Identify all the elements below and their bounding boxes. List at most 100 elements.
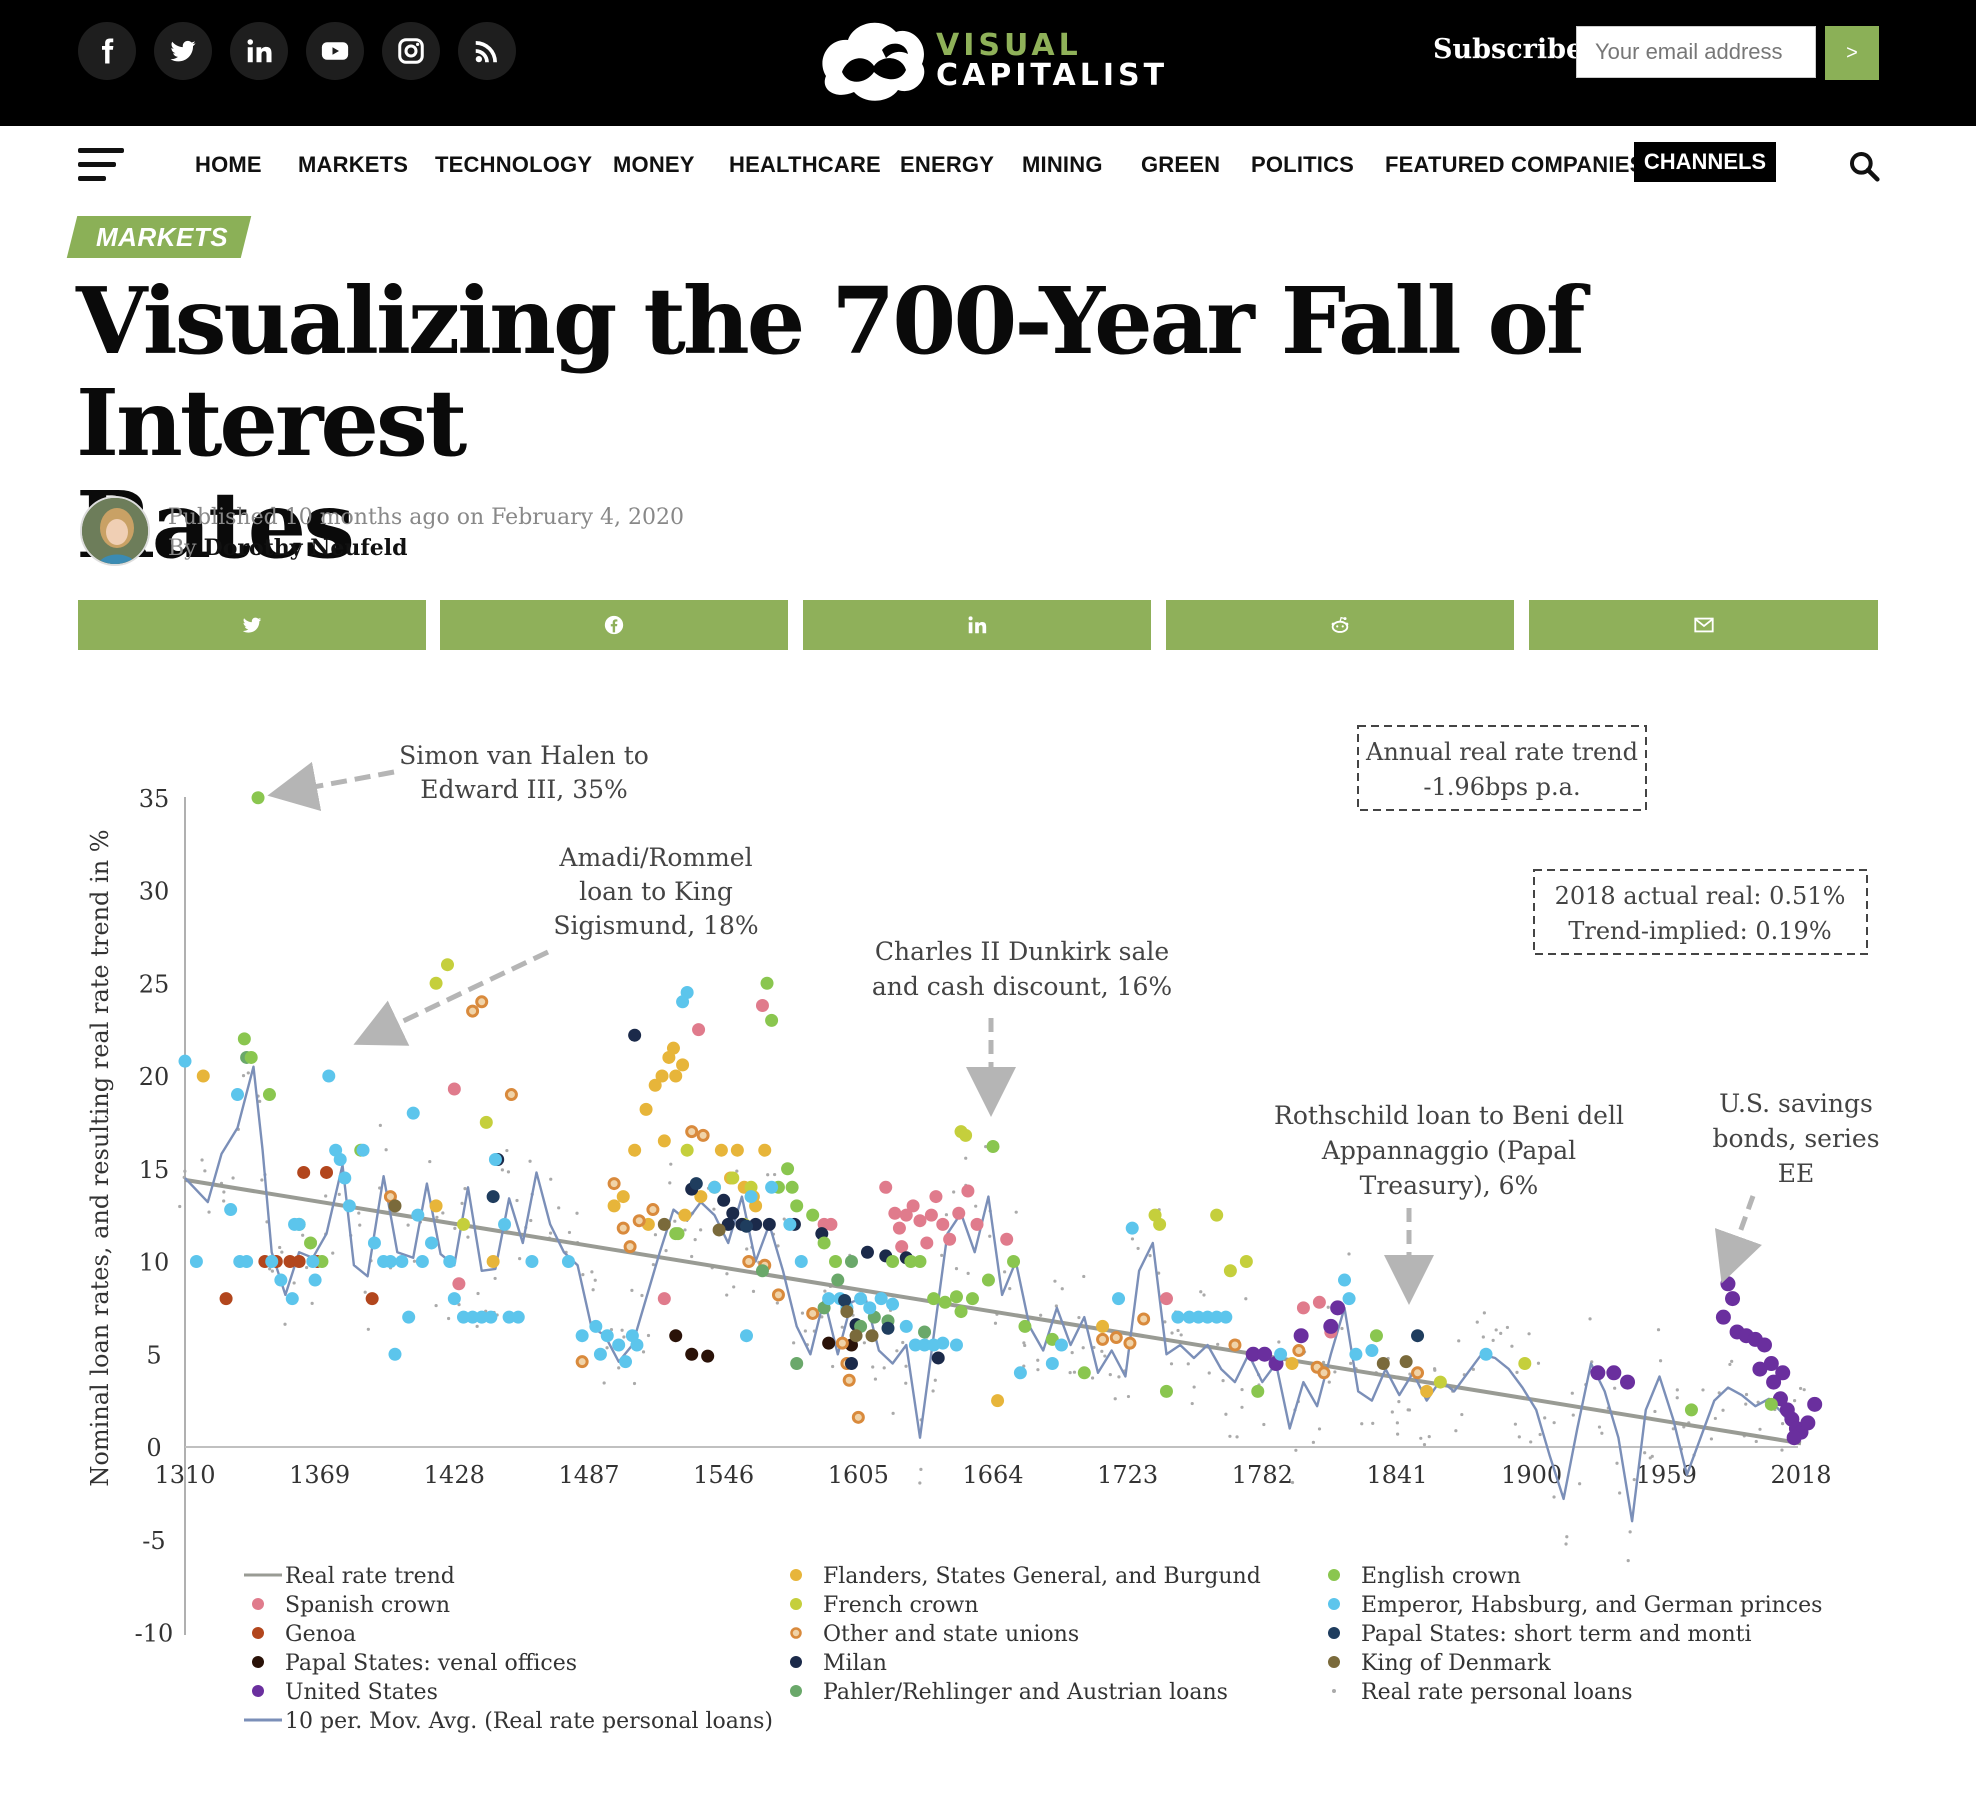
personal-loan-dot (283, 1322, 287, 1326)
data-point (904, 1255, 918, 1268)
youtube-link[interactable] (306, 22, 364, 80)
personal-loan-dot (1082, 1274, 1086, 1279)
personal-loan-dot (1499, 1331, 1503, 1335)
trend-info-line1: Annual real rate trend (1365, 738, 1638, 766)
share-email-button[interactable] (1529, 600, 1878, 650)
data-point (655, 1069, 669, 1083)
personal-loan-dot (1600, 1431, 1604, 1435)
nav-markets[interactable]: MARKETS (298, 152, 409, 177)
personal-loan-dot (1494, 1328, 1498, 1332)
nav-money[interactable]: MONEY (613, 152, 695, 177)
x-tick-label: 1487 (558, 1461, 619, 1489)
data-point (1715, 1309, 1731, 1325)
personal-loan-dot (493, 1276, 497, 1281)
data-point (854, 1292, 868, 1306)
instagram-link[interactable] (382, 22, 440, 80)
personal-loan-dot (1395, 1421, 1399, 1425)
twitter-link[interactable] (154, 22, 212, 80)
personal-loan-dot (1240, 1405, 1244, 1409)
personal-loan-dot (1235, 1435, 1239, 1439)
share-twitter-button[interactable] (78, 600, 426, 650)
data-point (292, 1217, 306, 1231)
actual-info-box: 2018 actual real: 0.51% Trend-implied: 0… (1533, 869, 1868, 955)
nav-politics[interactable]: POLITICS (1251, 152, 1355, 177)
data-point (742, 1255, 756, 1268)
personal-loan-dot (1068, 1371, 1072, 1375)
share-reddit-button[interactable] (1166, 600, 1514, 650)
menu-icon[interactable] (78, 148, 124, 182)
data-point (895, 1240, 909, 1254)
data-point (844, 1357, 858, 1371)
data-point (888, 1206, 902, 1220)
personal-loan-dot (412, 1259, 417, 1263)
personal-loan-dot (447, 1316, 451, 1321)
nav-technology[interactable]: TECHNOLOGY (435, 152, 593, 177)
site-logo[interactable]: VISUAL CAPITALIST (812, 10, 1164, 110)
legend-label: Genoa (285, 1622, 356, 1647)
personal-loan-dot (984, 1145, 988, 1149)
personal-loan-dot (1744, 1392, 1749, 1397)
personal-loan-dot (1347, 1252, 1351, 1256)
personal-loan-dot (1186, 1362, 1190, 1366)
personal-loan-dot (203, 1169, 207, 1173)
data-point (525, 1255, 539, 1268)
personal-loan-dot (1517, 1435, 1521, 1439)
linkedin-link[interactable] (230, 22, 288, 80)
personal-loan-dot (952, 1190, 956, 1194)
data-point (561, 1255, 575, 1268)
data-point (913, 1214, 927, 1228)
data-point (1479, 1347, 1493, 1361)
facebook-link[interactable] (78, 22, 136, 80)
nav-channels[interactable]: CHANNELS (1634, 142, 1776, 182)
data-point (1096, 1332, 1110, 1346)
personal-loan-dot (664, 1249, 668, 1253)
data-point (342, 1199, 356, 1213)
nav-energy[interactable]: ENERGY (900, 152, 995, 177)
data-point (1807, 1396, 1823, 1412)
personal-loan-dot (1036, 1368, 1040, 1372)
nav-healthcare[interactable]: HEALTHCARE (729, 152, 881, 177)
data-point (961, 1184, 975, 1198)
twitter-icon (242, 617, 262, 633)
personal-loan-dot (1457, 1339, 1461, 1343)
logo-text-capitalist: CAPITALIST (936, 58, 1169, 93)
data-point (986, 1139, 1000, 1153)
subscribe-button[interactable]: > (1825, 26, 1879, 80)
logo-icon (822, 22, 925, 101)
personal-loan-dot (1176, 1328, 1180, 1333)
personal-loan-dot (1565, 1535, 1569, 1539)
legend-swatch-dot (252, 1598, 264, 1610)
nav-home[interactable]: HOME (195, 152, 262, 177)
personal-loan-dot (378, 1123, 382, 1127)
data-point (1399, 1355, 1413, 1369)
data-point (817, 1236, 831, 1250)
data-point (388, 1199, 402, 1213)
data-point (712, 1223, 726, 1237)
share-linkedin-button[interactable] (803, 600, 1151, 650)
data-point (575, 1329, 589, 1343)
personal-loan-dot (668, 1181, 672, 1185)
data-point (1096, 1319, 1110, 1333)
author-name[interactable]: Dorothy Neufeld (203, 535, 408, 561)
data-point (1182, 1310, 1196, 1324)
email-input[interactable] (1576, 26, 1816, 78)
author-avatar[interactable] (80, 496, 150, 566)
nav-featured-companies[interactable]: FEATURED COMPANIES (1385, 152, 1645, 177)
data-point (1720, 1276, 1736, 1292)
personal-loan-dot (653, 1233, 658, 1237)
personal-loan-dot (1675, 1396, 1679, 1400)
personal-loan-dot (1481, 1335, 1485, 1339)
nav-mining[interactable]: MINING (1022, 152, 1103, 177)
data-point (1125, 1221, 1139, 1235)
category-badge-label[interactable]: MARKETS (96, 222, 229, 252)
personal-loan-dot (1552, 1495, 1556, 1499)
nav-green[interactable]: GREEN (1141, 152, 1221, 177)
personal-loan-dot (1632, 1477, 1636, 1482)
personal-loan-dot (901, 1340, 905, 1345)
personal-loan-dot (683, 1228, 687, 1232)
rss-link[interactable] (458, 22, 516, 80)
search-icon[interactable] (1848, 150, 1880, 182)
annotation-simon-line2: Edward III, 35% (420, 775, 628, 804)
share-facebook-button[interactable] (440, 600, 788, 650)
legend-swatch-dot (252, 1685, 264, 1697)
